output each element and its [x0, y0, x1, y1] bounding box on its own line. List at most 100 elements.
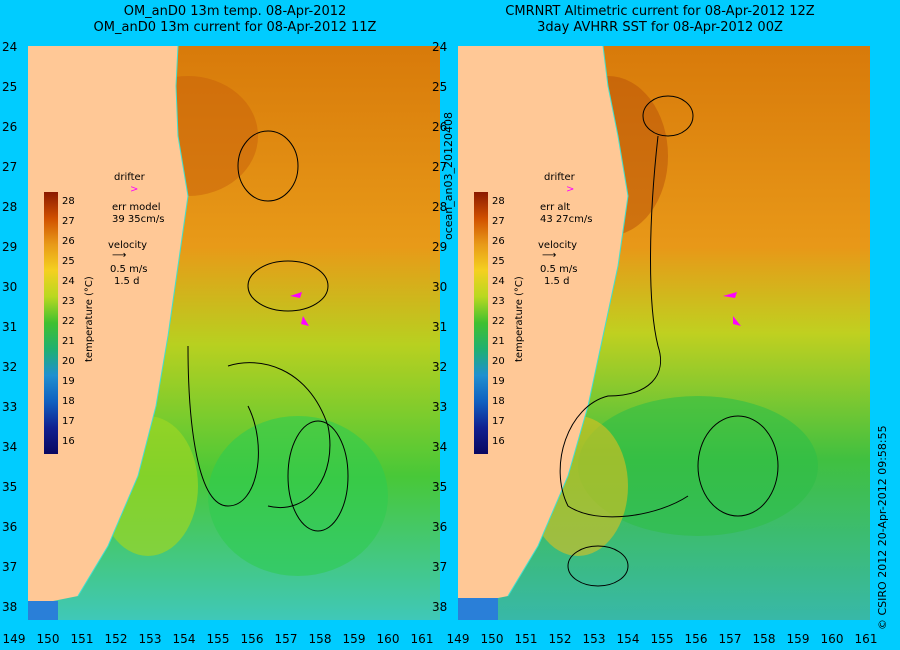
latitude-label: 38 — [2, 600, 18, 614]
temperature-axis-label: temperature (°C) — [514, 276, 525, 362]
longitude-label: 156 — [240, 632, 264, 646]
copyright-text: © CSIRO 2012 20-Apr-2012 09:58:55 — [876, 425, 889, 630]
right-title-line1: CMRNRT Altimetric current for 08-Apr-201… — [505, 4, 815, 19]
latitude-label: 37 — [432, 560, 448, 574]
longitude-label: 157 — [718, 632, 742, 646]
temperature-axis-label: temperature (°C) — [84, 276, 95, 362]
longitude-label: 151 — [514, 632, 538, 646]
colorbar-tick: 19 — [492, 376, 505, 387]
velocity-days: 1.5 d — [114, 276, 140, 287]
right-drifter-marker — [723, 292, 737, 298]
right-map-panel[interactable]: drifter > err alt 43 27cm/s velocity ⟶ 0… — [458, 46, 870, 620]
velocity-arrow-icon: ⟶ — [542, 250, 557, 261]
latitude-label: 35 — [2, 480, 18, 494]
right-title-line2: 3day AVHRR SST for 08-Apr-2012 00Z — [537, 20, 783, 35]
colorbar-tick: 25 — [492, 256, 505, 267]
latitude-label: 26 — [2, 120, 18, 134]
longitude-label: 161 — [854, 632, 878, 646]
longitude-label: 157 — [274, 632, 298, 646]
latitude-label: 38 — [432, 600, 448, 614]
colorbar-tick: 19 — [62, 376, 75, 387]
colorbar-tick: 16 — [492, 436, 505, 447]
colorbar-tick: 22 — [492, 316, 505, 327]
longitude-label: 156 — [684, 632, 708, 646]
latitude-label: 28 — [2, 200, 18, 214]
longitude-label: 152 — [104, 632, 128, 646]
longitude-label: 154 — [172, 632, 196, 646]
longitude-label: 155 — [650, 632, 674, 646]
latitude-label: 29 — [2, 240, 18, 254]
colorbar-tick: 20 — [62, 356, 75, 367]
velocity-value: 0.5 m/s — [110, 264, 148, 275]
colorbar-tick: 23 — [62, 296, 75, 307]
latitude-label: 31 — [2, 320, 18, 334]
latitude-label: 32 — [432, 360, 448, 374]
colorbar-tick: 21 — [492, 336, 505, 347]
left-drifter-marker — [301, 316, 309, 326]
latitude-label: 31 — [432, 320, 448, 334]
latitude-label: 25 — [2, 80, 18, 94]
latitude-label: 34 — [432, 440, 448, 454]
err-label: err model — [112, 202, 161, 213]
longitude-label: 149 — [446, 632, 470, 646]
longitude-label: 153 — [582, 632, 606, 646]
left-title-line1: OM_anD0 13m temp. 08-Apr-2012 — [123, 4, 347, 19]
colorbar-tick: 17 — [62, 416, 75, 427]
latitude-label: 27 — [2, 160, 18, 174]
longitude-label: 154 — [616, 632, 640, 646]
colorbar-tick: 21 — [62, 336, 75, 347]
colorbar-tick: 20 — [492, 356, 505, 367]
product-id-text: ocean_an03_20120408 — [442, 112, 455, 240]
longitude-label: 159 — [786, 632, 810, 646]
drifter-label: drifter — [544, 172, 575, 183]
colorbar-tick: 25 — [62, 256, 75, 267]
colorbar-tick: 27 — [62, 216, 75, 227]
colorbar-tick: 18 — [62, 396, 75, 407]
left-map-panel[interactable]: drifter > err model 39 35cm/s velocity ⟶… — [28, 46, 440, 620]
longitude-label: 160 — [820, 632, 844, 646]
colorbar-tick: 16 — [62, 436, 75, 447]
latitude-label: 30 — [2, 280, 18, 294]
latitude-label: 34 — [2, 440, 18, 454]
longitude-label: 158 — [308, 632, 332, 646]
latitude-label: 29 — [432, 240, 448, 254]
colorbar-tick: 17 — [492, 416, 505, 427]
longitude-label: 151 — [70, 632, 94, 646]
left-map-graphic — [28, 46, 440, 620]
longitude-label: 161 — [410, 632, 434, 646]
latitude-label: 24 — [432, 40, 448, 54]
latitude-label: 30 — [432, 280, 448, 294]
left-drifter-marker — [290, 292, 302, 298]
longitude-label: 150 — [480, 632, 504, 646]
latitude-label: 35 — [432, 480, 448, 494]
longitude-label: 155 — [206, 632, 230, 646]
latitude-label: 33 — [2, 400, 18, 414]
latitude-label: 33 — [432, 400, 448, 414]
latitude-label: 32 — [2, 360, 18, 374]
velocity-label: velocity — [538, 240, 578, 251]
velocity-label: velocity — [108, 240, 148, 251]
velocity-arrow-icon: ⟶ — [112, 250, 127, 261]
drifter-marker-icon: > — [566, 184, 575, 195]
drifter-marker-icon: > — [130, 184, 139, 195]
right-colorbar — [474, 192, 488, 454]
right-map-graphic — [458, 46, 870, 620]
left-colorbar — [44, 192, 58, 454]
colorbar-tick: 23 — [492, 296, 505, 307]
err-value: 39 35cm/s — [112, 214, 165, 225]
left-current-vectors — [187, 130, 349, 532]
latitude-label: 36 — [2, 520, 18, 534]
latitude-label: 28 — [432, 200, 448, 214]
colorbar-tick: 24 — [62, 276, 75, 287]
latitude-label: 37 — [2, 560, 18, 574]
longitude-label: 150 — [36, 632, 60, 646]
latitude-label: 25 — [432, 80, 448, 94]
latitude-label: 24 — [2, 40, 18, 54]
velocity-value: 0.5 m/s — [540, 264, 578, 275]
colorbar-tick: 26 — [62, 236, 75, 247]
colorbar-tick: 27 — [492, 216, 505, 227]
colorbar-tick: 22 — [62, 316, 75, 327]
colorbar-tick: 26 — [492, 236, 505, 247]
latitude-label: 36 — [432, 520, 448, 534]
left-title-line2: OM_anD0 13m current for 08-Apr-2012 11Z — [93, 20, 377, 35]
